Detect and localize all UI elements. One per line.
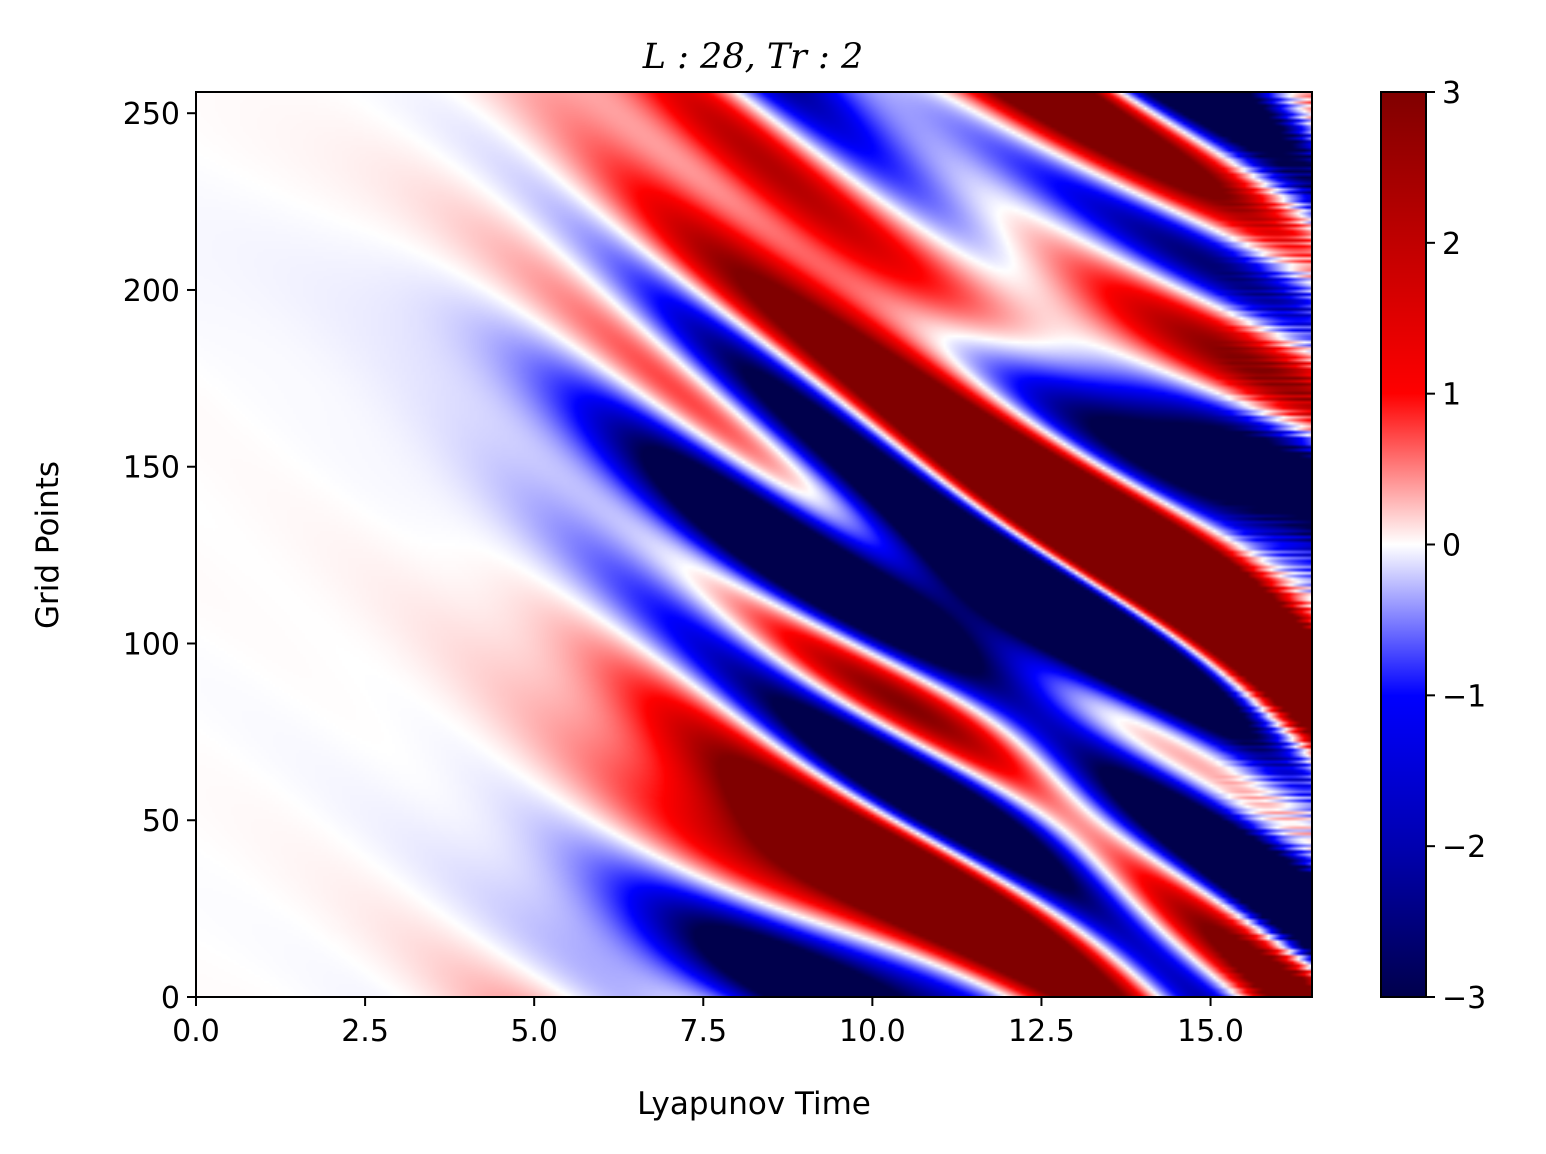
colorbar-tick-label: 0 bbox=[1442, 529, 1461, 564]
colorbar-tick-label: −2 bbox=[1442, 830, 1486, 865]
colorbar-tick-label: 3 bbox=[1442, 76, 1461, 111]
y-tick-label: 250 bbox=[123, 97, 180, 132]
y-tick-label: 0 bbox=[161, 981, 180, 1016]
y-tick-label: 50 bbox=[142, 804, 180, 839]
x-tick-label: 12.5 bbox=[1008, 1014, 1075, 1049]
x-tick-label: 10.0 bbox=[839, 1014, 906, 1049]
colorbar-tick-label: 2 bbox=[1442, 227, 1461, 262]
x-axis: 0.0 2.5 5.0 7.5 10.0 12.5 15.0 bbox=[172, 997, 1244, 1049]
y-tick-label: 100 bbox=[123, 627, 180, 662]
x-tick-label: 0.0 bbox=[172, 1014, 220, 1049]
x-axis-label: Lyapunov Time bbox=[637, 1086, 871, 1122]
y-axis-label: Grid Points bbox=[30, 461, 66, 629]
x-tick-label: 7.5 bbox=[679, 1014, 727, 1049]
chart-title: L : 28, Tr : 2 bbox=[642, 37, 863, 77]
colorbar-ticks: 3 2 1 0 −1 −2 −3 bbox=[1426, 76, 1486, 1016]
plot-area bbox=[195, 91, 1313, 998]
colorbar: 3 2 1 0 −1 −2 −3 bbox=[1380, 76, 1486, 1016]
colorbar-tick-label: −3 bbox=[1442, 981, 1486, 1016]
y-axis: 0 50 100 150 200 250 bbox=[123, 97, 196, 1016]
plot-frame bbox=[195, 91, 1313, 998]
colorbar-tick-label: −1 bbox=[1442, 679, 1486, 714]
colorbar-gradient bbox=[1381, 92, 1426, 997]
y-tick-label: 200 bbox=[123, 274, 180, 309]
x-tick-label: 2.5 bbox=[341, 1014, 389, 1049]
x-tick-label: 15.0 bbox=[1177, 1014, 1244, 1049]
x-tick-label: 5.0 bbox=[510, 1014, 558, 1049]
y-tick-label: 150 bbox=[123, 451, 180, 486]
heatmap-image bbox=[196, 92, 1312, 997]
colorbar-tick-label: 1 bbox=[1442, 378, 1461, 413]
